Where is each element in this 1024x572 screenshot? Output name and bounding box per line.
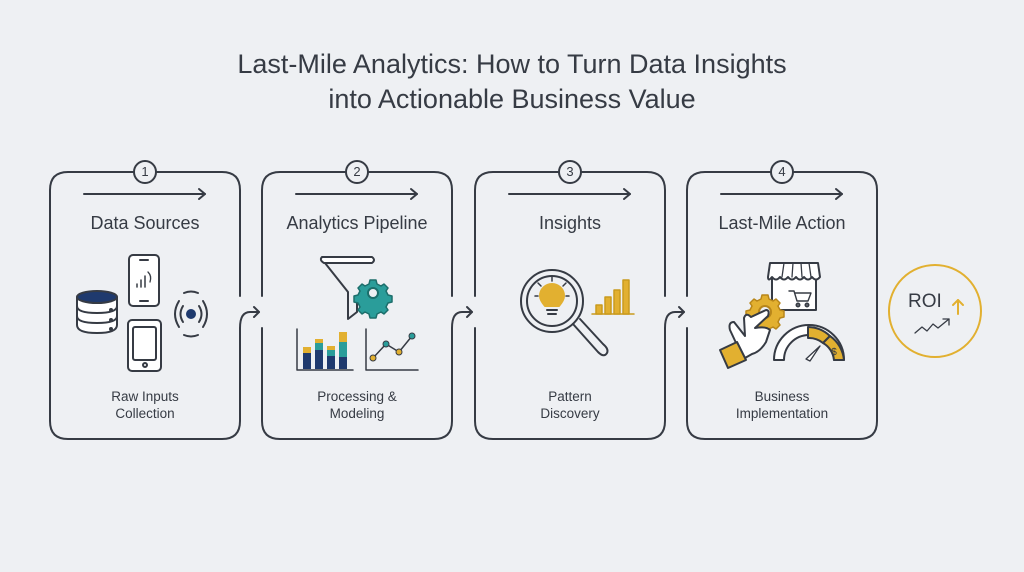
step-3-badge: [558, 160, 582, 184]
step-3-title: Insights: [538, 213, 602, 233]
roi-label: ROI: [908, 291, 942, 312]
step-1-subtitle: Raw Inputs Collection: [50, 388, 240, 422]
step-1-number: 1: [141, 164, 149, 179]
card-frame-4: [686, 171, 878, 440]
magnifier-lightbulb-icon: [520, 269, 609, 357]
connector-arrow-1-2: [239, 306, 260, 329]
stacked-bar-chart-icon: [296, 328, 354, 371]
connector-arrow-3-4: [664, 306, 685, 329]
step-2-subtitle: Processing & Modeling: [262, 388, 452, 422]
step-3-subtitle-line-1: Pattern: [548, 389, 592, 404]
bar-chart-icon: [591, 279, 635, 315]
step-1-subtitle-line-1: Raw Inputs: [111, 389, 179, 404]
storefront-cart-icon: [767, 262, 821, 311]
gauge-dollar-icon: $: [773, 324, 845, 362]
database-icon: [76, 290, 118, 334]
step-1-subtitle-line-2: Collection: [115, 406, 175, 421]
funnel-icon: [319, 256, 375, 320]
title-line-2: into Actionable Business Value: [328, 84, 696, 114]
step-2-badge: [345, 160, 369, 184]
title-line-1: Last-Mile Analytics: How to Turn Data In…: [237, 49, 787, 79]
card-frame-1: [49, 171, 241, 440]
step-2-subtitle-line-2: Modeling: [329, 406, 385, 421]
connector-arrow-2-3: [451, 306, 473, 329]
tablet-icon: [127, 319, 162, 372]
card-frame-2: [261, 171, 453, 440]
card-frame-3: [474, 171, 666, 440]
step-4-subtitle-line-2: Implementation: [735, 406, 829, 421]
svg-text:$: $: [831, 347, 837, 358]
up-arrow-icon: [952, 299, 964, 315]
wireless-sensor-icon: [174, 290, 208, 338]
step-2-subtitle-line-1: Processing &: [317, 389, 397, 404]
step-3-subtitle: Pattern Discovery: [475, 388, 665, 422]
step-1-title: Data Sources: [90, 213, 200, 233]
step-4-badge: [770, 160, 794, 184]
step-2-title: Analytics Pipeline: [286, 213, 428, 233]
line-chart-icon: [365, 328, 419, 371]
gear-icon: [353, 279, 393, 319]
step-4-number: 4: [778, 164, 786, 179]
smartphone-signal-icon: [128, 254, 160, 307]
hand-gear-icon: [719, 294, 785, 369]
step-3-number: 3: [566, 164, 574, 179]
step-3-subtitle-line-2: Discovery: [540, 406, 600, 421]
step-4-subtitle-line-1: Business: [754, 389, 810, 404]
trend-up-icon: [914, 318, 950, 334]
roi-circle: [888, 264, 982, 358]
step-4-title: Last-Mile Action: [718, 213, 846, 233]
step-4-subtitle: Business Implementation: [687, 388, 877, 422]
step-1-badge: [133, 160, 157, 184]
step-2-number: 2: [353, 164, 361, 179]
